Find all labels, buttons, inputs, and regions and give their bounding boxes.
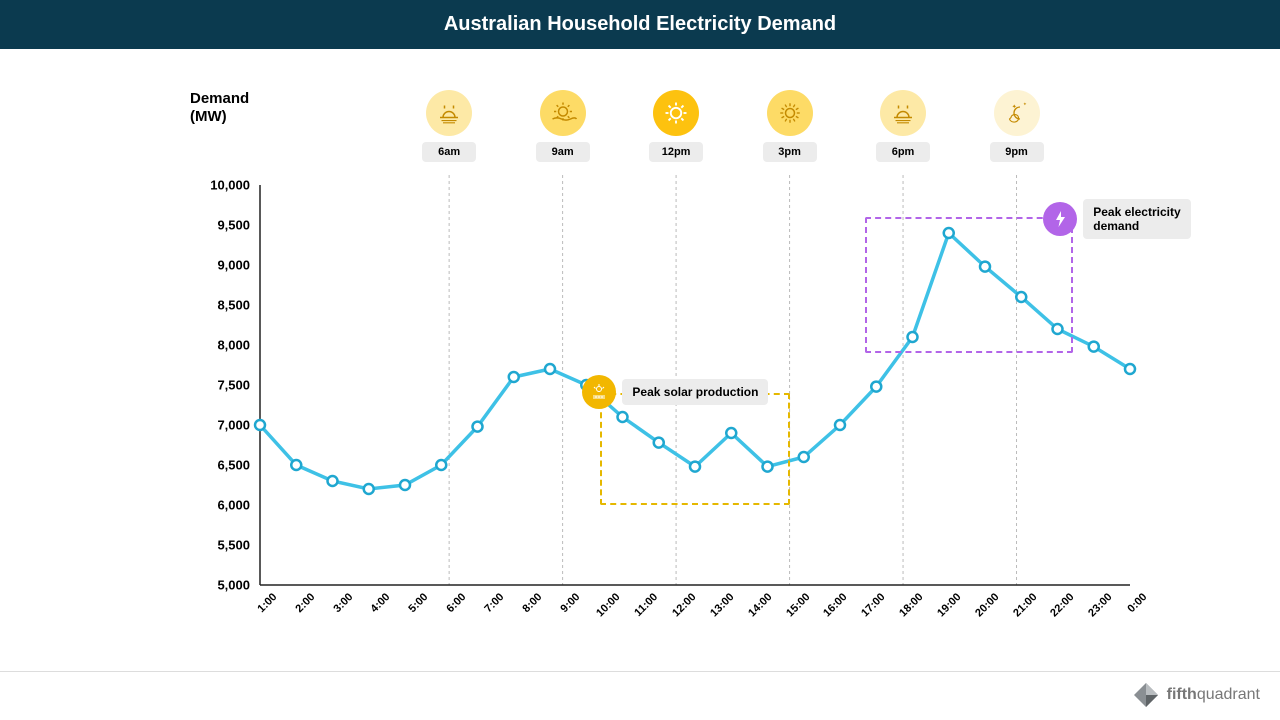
y-tick-label: 5,000	[217, 578, 250, 593]
brand-mark-icon	[1131, 680, 1161, 710]
y-tick-label: 9,500	[217, 218, 250, 233]
y-tick-label: 6,500	[217, 458, 250, 473]
x-tick-label: 0:00	[1125, 591, 1149, 615]
y-tick-label: 9,000	[217, 258, 250, 273]
x-tick-label: 15:00	[784, 591, 812, 619]
svg-text:✦: ✦	[1023, 102, 1027, 107]
time-legend-item: 12pm	[644, 90, 708, 162]
x-tick-label: 4:00	[369, 591, 393, 615]
sun-horizon-icon	[540, 90, 586, 136]
x-tick-label: 13:00	[708, 591, 736, 619]
time-legend-label: 9am	[536, 142, 590, 162]
x-tick-label: 18:00	[897, 591, 925, 619]
x-tick-label: 3:00	[331, 591, 355, 615]
time-legend-item: 3pm	[758, 90, 822, 162]
svg-text:✦: ✦	[1011, 104, 1016, 111]
page-header: Australian Household Electricity Demand	[0, 0, 1280, 49]
y-tick-label: 8,000	[217, 338, 250, 353]
time-legend-label: 9pm	[990, 142, 1044, 162]
y-tick-label: 8,500	[217, 298, 250, 313]
annotation-box	[865, 217, 1073, 353]
x-tick-label: 11:00	[633, 591, 661, 619]
x-tick-label: 10:00	[595, 591, 623, 619]
x-tick-label: 16:00	[822, 591, 850, 619]
brand-text: fifthquadrant	[1167, 686, 1260, 704]
x-tick-label: 12:00	[670, 591, 698, 619]
sunrise-icon	[426, 90, 472, 136]
time-legend-label: 3pm	[763, 142, 817, 162]
time-legend-item: ✦✦9pm	[985, 90, 1049, 162]
time-legend-row: 6am9am12pm3pm6pm✦✦9pm	[260, 90, 1130, 175]
callout-icon	[582, 375, 616, 409]
sun-rays-icon	[767, 90, 813, 136]
callout-label: Peak electricitydemand	[1083, 199, 1190, 239]
annotation-callout: Peak solar production	[582, 375, 768, 409]
x-tick-label: 9:00	[558, 591, 582, 615]
chart-plot-area: 5,0005,5006,0006,5007,0007,5008,0008,500…	[260, 185, 1130, 585]
brand-logo: fifthquadrant	[1131, 680, 1260, 710]
y-tick-label: 7,000	[217, 418, 250, 433]
chart-container: Demand (MW) 6am9am12pm3pm6pm✦✦9pm 5,0005…	[90, 90, 1150, 650]
y-tick-label: 6,000	[217, 498, 250, 513]
x-tick-label: 19:00	[935, 591, 963, 619]
sun-full-icon	[653, 90, 699, 136]
x-tick-label: 14:00	[746, 591, 774, 619]
x-tick-label: 1:00	[255, 591, 279, 615]
x-tick-label: 7:00	[482, 591, 506, 615]
time-legend-item: 6am	[417, 90, 481, 162]
time-legend-item: 6pm	[871, 90, 935, 162]
moon-icon: ✦✦	[994, 90, 1040, 136]
y-axis-label: Demand (MW)	[190, 90, 249, 126]
y-tick-label: 5,500	[217, 538, 250, 553]
callout-icon	[1043, 202, 1077, 236]
x-tick-label: 2:00	[293, 591, 317, 615]
sunset-icon	[880, 90, 926, 136]
time-legend-label: 6am	[422, 142, 476, 162]
x-tick-label: 6:00	[445, 591, 469, 615]
time-legend-label: 6pm	[876, 142, 930, 162]
footer-separator	[0, 671, 1280, 672]
page-title: Australian Household Electricity Demand	[444, 13, 836, 35]
annotation-box	[600, 393, 789, 505]
time-legend-item: 9am	[531, 90, 595, 162]
time-legend-label: 12pm	[649, 142, 703, 162]
x-tick-label: 8:00	[520, 591, 544, 615]
x-tick-label: 17:00	[859, 591, 887, 619]
x-tick-label: 20:00	[973, 591, 1001, 619]
x-tick-label: 22:00	[1049, 591, 1077, 619]
x-tick-label: 5:00	[407, 591, 431, 615]
y-tick-label: 10,000	[210, 178, 250, 193]
x-tick-label: 21:00	[1011, 591, 1039, 619]
callout-label: Peak solar production	[622, 379, 768, 405]
x-tick-label: 23:00	[1086, 591, 1114, 619]
annotation-callout: Peak electricitydemand	[1043, 199, 1190, 239]
y-tick-label: 7,500	[217, 378, 250, 393]
